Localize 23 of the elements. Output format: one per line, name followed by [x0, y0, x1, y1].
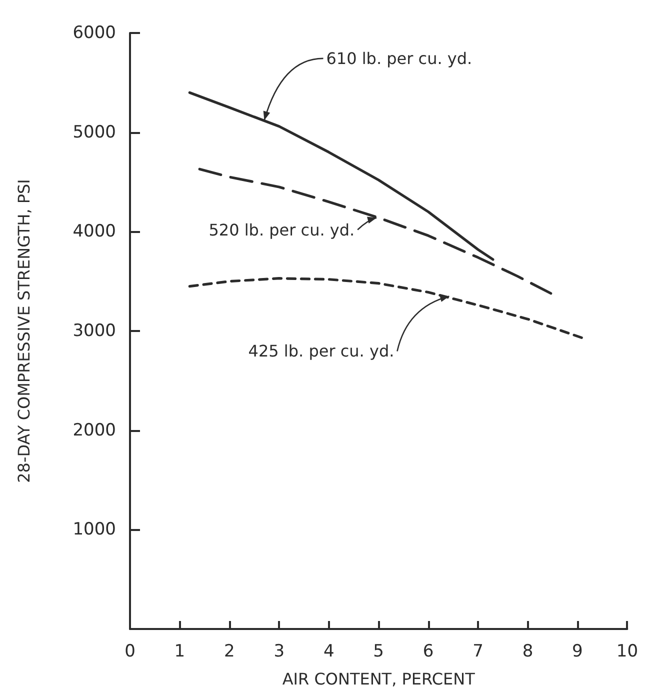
x-tick-label: 10	[616, 642, 638, 662]
y-tick-label: 1000	[72, 520, 116, 540]
x-tick-label: 1	[174, 642, 186, 662]
y-tick-label: 6000	[72, 23, 116, 43]
y-tick-label: 4000	[72, 222, 116, 242]
x-tick-label: 7	[472, 642, 484, 662]
annotation: 425 lb. per cu. yd.	[248, 342, 394, 361]
y-tick-label: 3000	[72, 321, 116, 341]
x-tick-label: 3	[274, 642, 285, 662]
annotation: 610 lb. per cu. yd.	[326, 48, 472, 68]
x-axis-title: AIR CONTENT, PERCENT	[282, 670, 476, 688]
x-tick-label: 6	[422, 642, 434, 662]
x-tick-label: 9	[572, 642, 583, 662]
x-tick-label: 2	[224, 642, 235, 662]
y-tick-label: 5000	[72, 122, 116, 142]
x-tick-label: 0	[124, 642, 136, 662]
x-tick-label: 4	[323, 642, 334, 662]
y-axis-title: 28-DAY COMPRESSIVE STRENGTH, PSI	[14, 179, 34, 483]
x-tick-label: 5	[373, 642, 384, 662]
line-series	[198, 168, 554, 296]
annotation: 520 lb. per cu. yd.	[208, 220, 355, 240]
y-tick-label: 2000	[72, 420, 116, 440]
x-tick-label: 8	[522, 642, 534, 662]
